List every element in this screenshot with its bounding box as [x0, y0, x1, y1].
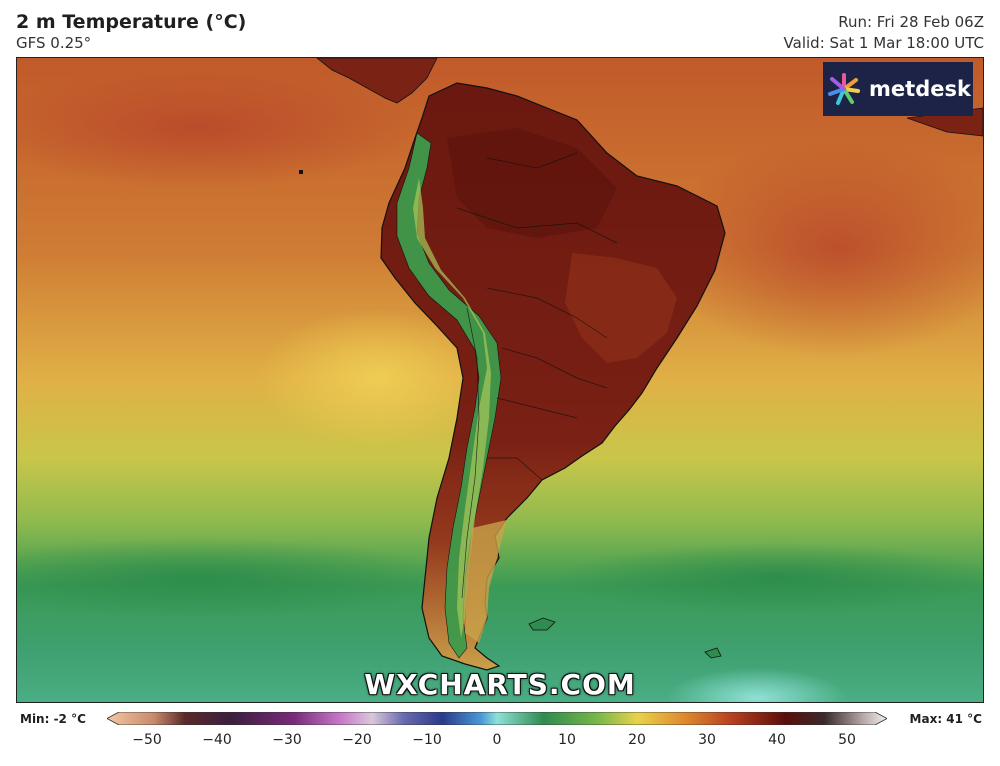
central-america-land [316, 58, 438, 104]
map-canvas [17, 58, 983, 702]
cool-teal-patch [667, 668, 847, 702]
colorbar-tick-label: 10 [558, 732, 576, 748]
map-title: 2 m Temperature (°C) [16, 11, 247, 33]
yellow-pacific-patch [257, 308, 497, 448]
colorbar-tick-label: −10 [412, 732, 442, 748]
colorbar-tick-label: −50 [132, 732, 162, 748]
metdesk-logo: metdesk [823, 62, 973, 116]
andes-snow-core [413, 178, 491, 638]
warm-atlantic-patch [657, 138, 983, 358]
falkland-islands [528, 617, 556, 631]
galapagos-dots [299, 170, 303, 174]
patagonia-steppe [465, 520, 507, 643]
country-borders [456, 152, 618, 599]
colorbar-tick-label: 0 [492, 732, 502, 748]
header-right: Run: Fri 28 Feb 06Z Valid: Sat 1 Mar 18:… [784, 12, 984, 54]
colorbar-tick-label: 40 [768, 732, 786, 748]
temperature-map[interactable]: metdesk WXCHARTS.COM [16, 57, 984, 703]
min-temperature-label: Min: -2 °C [20, 712, 86, 726]
south-georgia [704, 647, 722, 659]
warm-ocean-patch [17, 68, 417, 188]
metdesk-wordmark: metdesk [869, 77, 971, 101]
colorbar-tick-label: 30 [698, 732, 716, 748]
run-time: Run: Fri 28 Feb 06Z [838, 13, 984, 31]
green-band-east [557, 543, 983, 613]
wxcharts-watermark: WXCHARTS.COM [364, 668, 636, 701]
model-name: GFS 0.25° [16, 34, 92, 52]
amazon-basin [447, 128, 617, 238]
colorbar-tick-label: 50 [838, 732, 856, 748]
temperature-colorbar [107, 712, 887, 725]
colorbar-tick-label: 20 [628, 732, 646, 748]
colorbar-legend: Min: -2 °C [0, 706, 1000, 766]
max-temperature-label: Max: 41 °C [909, 712, 982, 726]
colorbar-tick-label: −30 [272, 732, 302, 748]
header-left: 2 m Temperature (°C) GFS 0.25° [16, 10, 246, 53]
valid-time: Valid: Sat 1 Mar 18:00 UTC [783, 34, 984, 52]
colorbar-tick-label: −40 [202, 732, 232, 748]
green-band-west [17, 538, 457, 618]
colorbar-ticks: −50 −40 −30 −20 −10 0 10 20 30 40 50 [0, 732, 1000, 752]
metdesk-burst-icon [828, 73, 861, 105]
colorbar-tick-label: −20 [342, 732, 372, 748]
andes-range [396, 132, 502, 659]
brazil-highlands [565, 253, 677, 363]
